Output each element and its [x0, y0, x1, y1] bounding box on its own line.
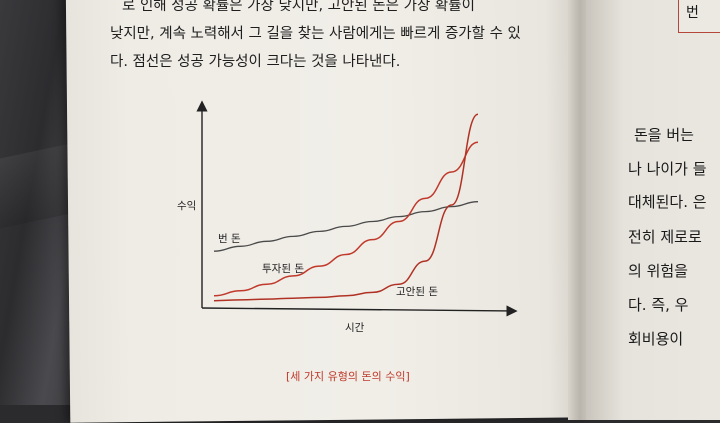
right-page-line-7: 회비용이 — [628, 330, 684, 348]
y-axis-label: 수익 — [177, 200, 197, 212]
right-page-line-1: 돈을 버는 — [634, 126, 694, 144]
right-page-line-2: 나 나이가 들 — [628, 160, 707, 178]
x-axis-label: 시간 — [345, 322, 365, 334]
right-page-line-5: 의 위험을 — [628, 262, 688, 280]
series-devised-money-line — [213, 113, 479, 302]
right-page-line-6: 다. 즉, 우 — [628, 296, 689, 314]
right-page-line-4: 전히 제로로 — [628, 228, 702, 246]
right-page-line-3: 대체된다. 은 — [628, 193, 707, 211]
series-label-invested: 투자된 돈 — [262, 263, 304, 275]
series-label-devised: 고안된 돈 — [396, 286, 438, 298]
x-axis — [201, 305, 518, 317]
chart-caption: [세 가지 유형의 돈의 수익] — [286, 370, 410, 383]
series-invested-money-line — [213, 141, 479, 297]
money-returns-chart — [196, 100, 518, 317]
body-text-line-2: 낮지만, 계속 노력해서 그 길을 찾는 사람에게는 빠르게 증가할 수 있 — [110, 26, 521, 42]
body-text-line-1: 로 인해 성공 확률은 가장 낮지만, 고안된 돈은 가장 확률이 — [122, 0, 475, 14]
chapter-tab-label: 번 — [686, 5, 699, 21]
right-book-page — [586, 0, 720, 420]
body-text-line-3: 다. 점선은 성공 가능성이 크다는 것을 나타낸다. — [110, 54, 401, 70]
series-label-earned: 번 돈 — [218, 233, 241, 245]
chapter-tab — [678, 0, 720, 33]
series-earned-money-line — [213, 201, 479, 252]
